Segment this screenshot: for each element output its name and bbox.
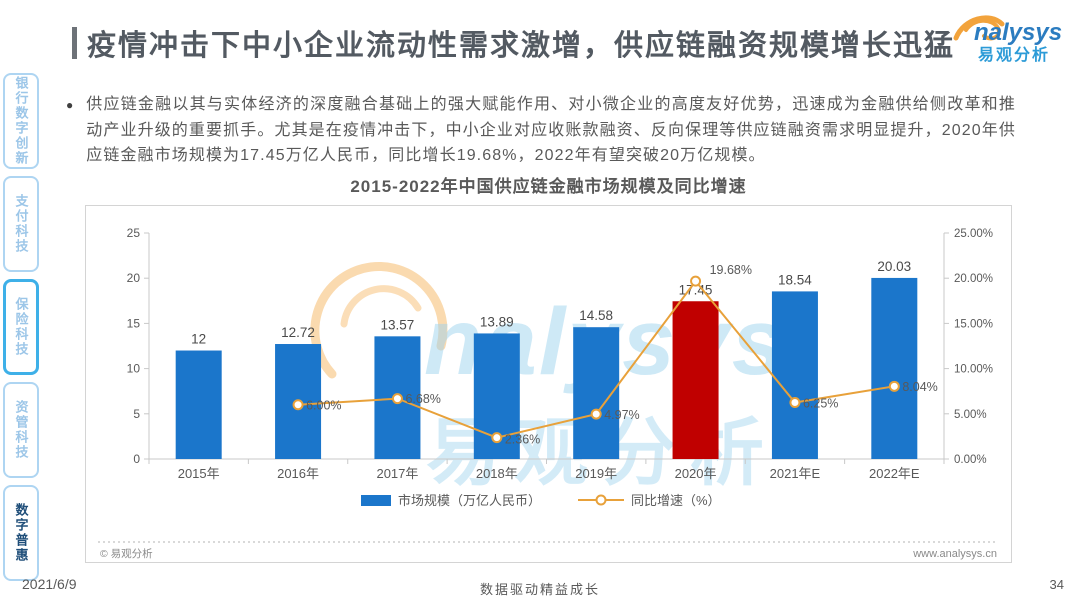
website-note: www.analysys.cn (912, 548, 997, 560)
bar-2021年E (771, 291, 818, 459)
category-label: 2020年 (675, 466, 717, 481)
line-marker-2022年E (888, 380, 900, 392)
intro-text: 供应链金融以其与实体经济的深度融合基础上的强大赋能作用、对小微企业的高度友好优势… (86, 96, 1016, 164)
chart-card: nalysys易观分析05101520250.00%5.00%10.00%15.… (85, 205, 1012, 563)
growth-value-label: 6.25% (803, 397, 838, 411)
right-axis-label: 20.00% (954, 273, 993, 285)
left-axis-label: 25 (127, 226, 141, 240)
growth-value-label: 19.68% (710, 263, 752, 277)
left-axis-label: 0 (133, 452, 140, 466)
right-axis-label: 10.00% (954, 364, 993, 376)
sidebar-item-1[interactable]: 银行数字创新 (3, 73, 39, 169)
sidebar-item-2[interactable]: 支付科技 (3, 176, 39, 272)
line-marker-2018年 (491, 432, 503, 444)
chart-title: 2015-2022年中国供应链金融市场规模及同比增速 (350, 177, 747, 196)
chart-svg: nalysys易观分析05101520250.00%5.00%10.00%15.… (98, 226, 997, 560)
category-label: 2018年 (476, 466, 518, 481)
bar-value-label: 14.58 (579, 308, 613, 323)
title-accent-bar (72, 27, 77, 59)
page-date: 2021/6/9 (22, 576, 77, 592)
logo-swoosh-icon (953, 15, 1005, 41)
line-marker-2016年 (292, 399, 304, 411)
sidebar-nav: 银行数字创新 支付科技保险科技资管科技数字普惠 (3, 73, 39, 581)
line-marker-2020年 (690, 275, 702, 287)
bar-2015年 (175, 350, 222, 459)
logo-swoosh-inner-icon (964, 18, 1001, 41)
sidebar-item-5[interactable]: 数字普惠 (3, 485, 39, 581)
right-axis-label: 15.00% (954, 318, 993, 330)
left-axis-label: 20 (127, 271, 141, 285)
page-title: 疫情冲击下中小企业流动性需求激增，供应链融资规模增长迅猛 (87, 30, 956, 62)
source-note: © 易观分析 (100, 547, 153, 560)
category-label: 2017年 (376, 466, 418, 481)
right-axis-label: 25.00% (954, 228, 993, 240)
bar-2022年E (871, 277, 918, 459)
legend-bar-label: 市场规模（万亿人民币） (398, 493, 541, 508)
logo-brand-en: nalysys (974, 19, 1062, 46)
legend-bar-swatch (361, 495, 391, 506)
sidebar-item-4[interactable]: 资管科技 (3, 382, 39, 478)
bar-2020年 (672, 301, 719, 459)
sidebar-item-3[interactable]: 保险科技 (3, 279, 39, 375)
logo-brand-cn: 易观分析 (978, 45, 1050, 64)
growth-value-label: 4.97% (604, 408, 639, 422)
line-marker-2017年 (391, 393, 403, 405)
line-marker-2019年 (590, 408, 602, 420)
header: 疫情冲击下中小企业流动性需求激增，供应链融资规模增长迅猛 (72, 22, 955, 64)
growth-value-label: 6.68% (405, 392, 440, 406)
category-label: 2016年 (277, 466, 319, 481)
category-label: 2022年E (869, 466, 920, 481)
growth-value-label: 6.00% (306, 398, 341, 412)
legend-line-label: 同比增速（%） (631, 493, 721, 508)
analysys-logo: nalysys 易观分析 (953, 15, 1062, 64)
intro-block: ● 供应链金融以其与实体经济的深度融合基础上的强大赋能作用、对小微企业的高度友好… (66, 92, 1016, 169)
bar-value-label: 20.03 (877, 259, 911, 274)
bar-value-label: 13.89 (480, 314, 514, 329)
right-axis-label: 5.00% (954, 409, 987, 421)
bullet-icon: ● (66, 98, 74, 112)
bar-value-label: 18.54 (778, 272, 812, 287)
left-axis-label: 5 (133, 407, 140, 421)
left-axis-label: 15 (127, 316, 141, 330)
category-label: 2021年E (770, 466, 821, 481)
left-axis-label: 10 (127, 362, 141, 376)
category-label: 2019年 (575, 466, 617, 481)
legend-line-marker (595, 494, 607, 506)
growth-value-label: 2.36% (505, 433, 540, 447)
page-number: 34 (1049, 577, 1064, 592)
growth-value-label: 8.04% (902, 380, 937, 394)
right-axis-label: 0.00% (954, 454, 987, 466)
line-marker-2021年E (789, 397, 801, 408)
footer-slogan: 数据驱动精益成长 (479, 582, 600, 597)
bar-value-label: 12.72 (281, 325, 315, 340)
category-label: 2015年 (178, 466, 220, 481)
bar-value-label: 12 (191, 332, 206, 347)
bar-value-label: 13.57 (381, 317, 415, 332)
